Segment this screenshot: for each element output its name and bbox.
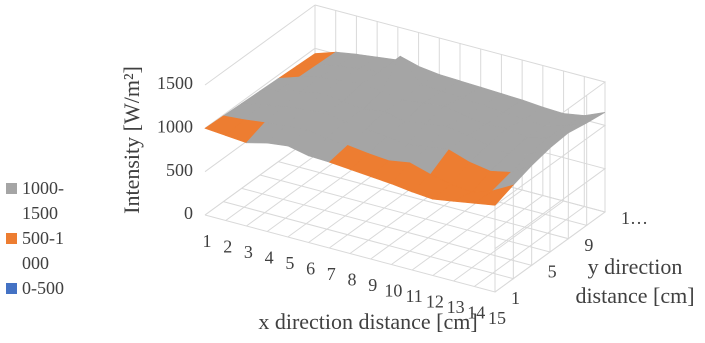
legend-swatch [6, 233, 17, 244]
x-tick-label: 14 [467, 303, 485, 323]
x-tick-label: 12 [426, 292, 444, 312]
legend-label: 500-1000 [22, 228, 64, 273]
y-tick-label: 1 [511, 288, 520, 308]
z-tick-label: 1500 [157, 73, 193, 93]
z-tick-label: 1000 [157, 116, 193, 136]
z-tick-label: 500 [166, 160, 193, 180]
x-tick-label: 5 [285, 253, 294, 273]
y-tick-label: 1… [621, 208, 648, 228]
x-tick-label: 11 [405, 286, 422, 306]
y-axis-title: y direction distance [cm] [575, 254, 695, 308]
grid-line [204, 47, 316, 129]
legend-swatch [6, 283, 17, 294]
grid-line [204, 4, 316, 86]
x-tick-label: 13 [447, 297, 465, 317]
x-axis-title: x direction distance [cm] [258, 309, 477, 334]
legend: 1000-1500 500-1000 0-500 [6, 176, 76, 301]
x-tick-label: 1 [203, 231, 212, 251]
legend-label: 0-500 [22, 278, 64, 298]
grid-line [241, 135, 533, 266]
grid-line [259, 122, 551, 253]
x-tick-label: 8 [348, 270, 357, 290]
x-tick-label: 9 [368, 275, 377, 295]
legend-swatch [6, 183, 17, 194]
x-tick-label: 6 [306, 259, 315, 279]
z-tick-label: 0 [184, 203, 193, 223]
x-tick-label: 3 [244, 242, 253, 262]
x-tick-label: 10 [384, 281, 402, 301]
legend-item: 0-500 [6, 276, 76, 301]
grid-line [223, 148, 514, 280]
x-tick-label: 15 [488, 308, 506, 328]
z-axis-title: Intensity [W/m²] [119, 66, 144, 214]
y-tick-label: 5 [548, 261, 557, 281]
x-tick-label: 7 [327, 264, 336, 284]
y-tick-label: 9 [584, 235, 593, 255]
x-tick-label: 4 [265, 248, 274, 268]
grid-line [278, 108, 569, 240]
legend-label: 1000-1500 [22, 178, 64, 223]
legend-item: 500-1000 [6, 226, 76, 276]
x-tick-label: 2 [223, 237, 232, 257]
legend-item: 1000-1500 [6, 176, 76, 226]
surface-patch [473, 184, 515, 206]
